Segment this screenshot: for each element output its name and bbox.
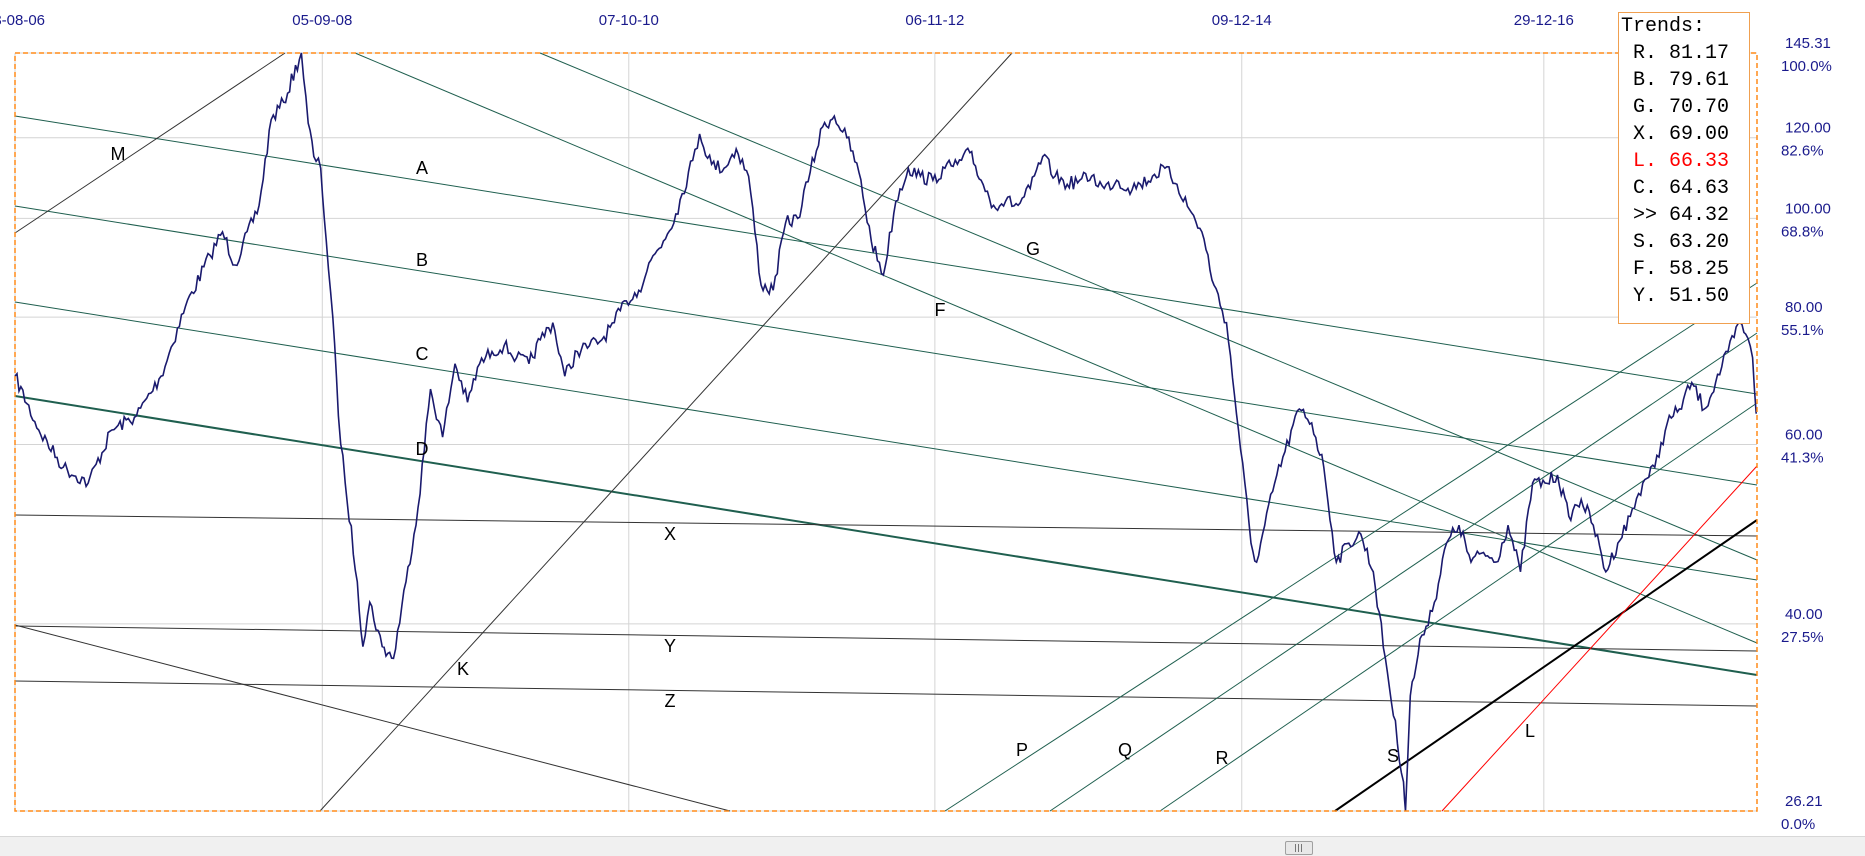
y-tick-price: 145.31 [1785, 35, 1831, 52]
horizontal-scrollbar[interactable] [0, 836, 1865, 856]
trend-labels: M A B C D G F X Y Z K P Q R S L [111, 144, 1536, 768]
price-line [14, 52, 1757, 812]
y-tick-percent: 27.5% [1781, 629, 1824, 646]
y-tick-percent: 0.0% [1781, 816, 1815, 833]
trend-label-r: R [1216, 748, 1229, 768]
trend-key: G. [1633, 96, 1658, 119]
trend-row: C. 64.63 [1619, 175, 1749, 202]
trend-line-X [14, 514, 1758, 537]
trend-row: G. 70.70 [1619, 94, 1749, 121]
y-tick-percent: 55.1% [1781, 322, 1824, 339]
trend-line-M [14, 52, 286, 234]
trend-label-m: M [111, 144, 126, 164]
trend-label-d: D [416, 439, 429, 459]
trend-value: 66.33 [1657, 150, 1730, 173]
y-tick-price: 80.00 [1785, 299, 1823, 316]
plot-frame [14, 52, 1758, 812]
trend-value: 81.17 [1657, 42, 1730, 65]
trend-key: Y. [1633, 285, 1658, 308]
trend-line-Y [14, 625, 1758, 652]
trend-row: S. 63.20 [1619, 229, 1749, 256]
y-tick-percent: 68.8% [1781, 223, 1824, 240]
trend-row: B. 79.61 [1619, 67, 1749, 94]
trend-key: F. [1633, 258, 1658, 281]
trend-label-b: B [416, 250, 428, 270]
x-tick-label: 06-11-12 [905, 12, 964, 29]
trend-row: X. 69.00 [1619, 121, 1749, 148]
trend-value: 64.32 [1657, 204, 1730, 227]
trend-label-z: Z [665, 691, 676, 711]
trend-label-g: G [1026, 239, 1040, 259]
x-tick-label: 29-12-16 [1514, 12, 1574, 29]
y-axis: 145.31 100.0% 120.00 82.6% 100.00 68.8% 80.00 5… [1781, 35, 1832, 833]
trend-line-L [1441, 465, 1758, 812]
trend-line-Q [1049, 332, 1758, 812]
trends-list: R. 81.17 B. 79.61 G. 70.70 X. 69.00 L. 66.33… [1619, 40, 1749, 310]
x-tick-label: 05-09-08 [292, 12, 352, 29]
y-tick-percent: 100.0% [1781, 58, 1832, 75]
trend-value: 70.70 [1657, 96, 1730, 119]
trends-panel: Trends: R. 81.17 B. 79.61 G. 70.70 X. 69.00… [1618, 12, 1750, 324]
trend-value: 79.61 [1657, 69, 1730, 92]
scroll-thumb[interactable] [1285, 841, 1313, 855]
trend-line-C [14, 301, 1758, 581]
y-tick-percent: 82.6% [1781, 143, 1824, 160]
x-tick-label: 07-10-10 [599, 12, 659, 29]
trend-key: R. [1633, 42, 1658, 65]
trend-row: >> 64.32 [1619, 202, 1749, 229]
trend-value: 58.25 [1657, 258, 1730, 281]
trend-line-S [1334, 519, 1758, 812]
trend-label-a: A [416, 158, 428, 178]
trend-key: X. [1633, 123, 1658, 146]
trend-row: F. 58.25 [1619, 256, 1749, 283]
chart-area: M A B C D G F X Y Z K P Q R S L 03-08-06 05-09-08 07-10-1… [0, 12, 1832, 833]
trend-line-K [319, 52, 1013, 812]
trend-lines [14, 52, 1758, 812]
trends-title: Trends: [1621, 15, 1706, 38]
trend-line-D [14, 395, 1758, 676]
trend-label-s: S [1387, 746, 1399, 766]
y-tick-price: 60.00 [1785, 426, 1823, 443]
y-tick-price: 100.00 [1785, 200, 1831, 217]
trend-line-Z [14, 680, 1758, 707]
y-tick-percent: 41.3% [1781, 449, 1824, 466]
trend-value: 51.50 [1657, 285, 1730, 308]
trend-key: L. [1633, 150, 1658, 173]
trend-row: L. 66.33 [1619, 148, 1749, 175]
trend-line-F [354, 52, 1758, 644]
trend-key: S. [1633, 231, 1658, 254]
trend-label-x: X [664, 524, 676, 544]
trend-label-q: Q [1118, 740, 1132, 760]
trend-line-A [14, 115, 1758, 395]
trend-label-c: C [416, 344, 429, 364]
y-tick-price: 26.21 [1785, 793, 1823, 810]
grid [14, 52, 1757, 812]
trend-row: Y. 51.50 [1619, 283, 1749, 310]
trend-key: B. [1633, 69, 1658, 92]
trend-key: C. [1633, 177, 1658, 200]
trend-label-y: Y [664, 636, 676, 656]
trend-value: 64.63 [1657, 177, 1730, 200]
x-tick-label: 03-08-06 [0, 12, 45, 29]
y-tick-price: 40.00 [1785, 606, 1823, 623]
trend-label-f: F [935, 300, 946, 320]
trend-line-G [539, 52, 1758, 561]
trend-row: R. 81.17 [1619, 40, 1749, 67]
trend-value: 69.00 [1657, 123, 1730, 146]
x-axis: 03-08-06 05-09-08 07-10-10 06-11-12 09-12-14… [0, 12, 1574, 29]
trend-line-down [14, 624, 731, 812]
trend-label-l: L [1525, 721, 1535, 741]
trend-line-B [14, 205, 1758, 486]
trend-label-k: K [457, 659, 469, 679]
x-tick-label: 09-12-14 [1212, 12, 1272, 29]
trend-key: >> [1633, 204, 1658, 227]
y-tick-price: 120.00 [1785, 120, 1831, 137]
trend-value: 63.20 [1657, 231, 1730, 254]
grip-icon [1295, 844, 1303, 852]
trend-label-p: P [1016, 740, 1028, 760]
trend-line-R [1159, 402, 1758, 812]
